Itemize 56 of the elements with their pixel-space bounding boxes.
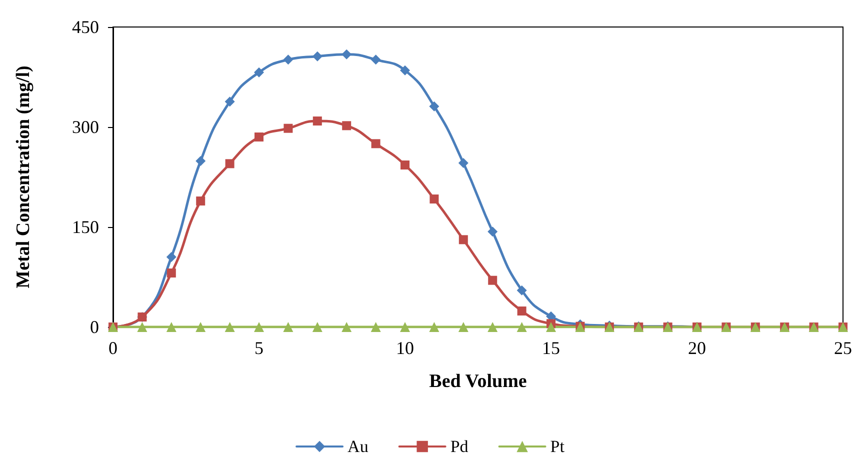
point bbox=[224, 322, 235, 332]
point bbox=[312, 116, 322, 126]
x-tick-label: 5 bbox=[254, 338, 264, 358]
point bbox=[516, 322, 527, 332]
point bbox=[488, 226, 498, 237]
point bbox=[254, 322, 264, 332]
point bbox=[312, 322, 322, 332]
point bbox=[342, 121, 352, 130]
point bbox=[196, 156, 206, 166]
point bbox=[283, 322, 294, 332]
point bbox=[342, 322, 352, 332]
point bbox=[458, 235, 468, 244]
point bbox=[400, 65, 410, 76]
y-tick-label: 0 bbox=[90, 317, 99, 337]
point bbox=[166, 252, 176, 262]
point bbox=[400, 160, 410, 170]
point bbox=[516, 285, 527, 296]
y-tick-label: 150 bbox=[72, 217, 99, 237]
legend-label: Pd bbox=[450, 437, 469, 456]
point bbox=[224, 96, 235, 107]
point bbox=[254, 67, 264, 78]
point bbox=[254, 132, 264, 142]
point bbox=[488, 322, 498, 332]
point bbox=[283, 54, 294, 65]
point bbox=[225, 159, 234, 168]
point bbox=[546, 322, 556, 332]
point bbox=[284, 124, 293, 133]
point bbox=[429, 101, 440, 112]
y-axis-title: Metal Concentration (mg/l) bbox=[13, 66, 34, 288]
point bbox=[312, 51, 322, 62]
point bbox=[517, 306, 526, 316]
x-tick-label: 20 bbox=[688, 338, 706, 358]
legend-label: Au bbox=[348, 437, 369, 456]
x-axis-title: Bed Volume bbox=[429, 371, 527, 392]
point bbox=[371, 139, 380, 148]
point bbox=[342, 49, 352, 60]
point bbox=[458, 158, 468, 168]
point bbox=[370, 54, 381, 65]
point bbox=[488, 276, 498, 285]
point bbox=[196, 322, 206, 332]
point bbox=[370, 322, 381, 332]
y-tick-label: 450 bbox=[72, 17, 99, 37]
point bbox=[196, 196, 206, 206]
point bbox=[137, 322, 148, 332]
x-tick-label: 15 bbox=[542, 338, 560, 358]
point bbox=[458, 322, 468, 332]
legend-label: Pt bbox=[550, 437, 565, 456]
point bbox=[166, 268, 176, 278]
point bbox=[400, 322, 410, 332]
y-tick-label: 300 bbox=[72, 117, 99, 137]
point bbox=[166, 322, 176, 332]
x-tick-label: 10 bbox=[396, 338, 414, 358]
point bbox=[429, 322, 440, 332]
point bbox=[430, 194, 439, 204]
x-tick-label: 25 bbox=[834, 338, 852, 358]
x-tick-label: 0 bbox=[108, 338, 118, 358]
